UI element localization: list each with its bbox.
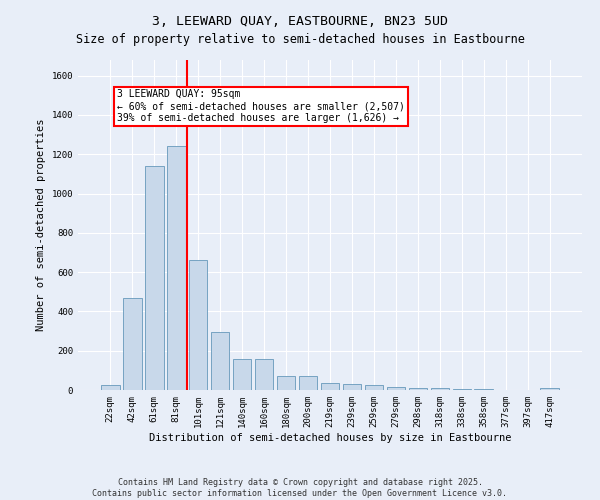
Y-axis label: Number of semi-detached properties: Number of semi-detached properties	[36, 118, 46, 331]
Text: 3 LEEWARD QUAY: 95sqm
← 60% of semi-detached houses are smaller (2,507)
39% of s: 3 LEEWARD QUAY: 95sqm ← 60% of semi-deta…	[117, 90, 405, 122]
Bar	[431, 388, 449, 390]
Text: Size of property relative to semi-detached houses in Eastbourne: Size of property relative to semi-detach…	[76, 32, 524, 46]
Bar	[452, 389, 471, 390]
Text: 3, LEEWARD QUAY, EASTBOURNE, BN23 5UD: 3, LEEWARD QUAY, EASTBOURNE, BN23 5UD	[152, 15, 448, 28]
Bar	[299, 376, 317, 390]
Bar	[541, 388, 559, 390]
Bar	[101, 385, 119, 390]
Text: Contains HM Land Registry data © Crown copyright and database right 2025.
Contai: Contains HM Land Registry data © Crown c…	[92, 478, 508, 498]
Bar	[320, 382, 340, 390]
Bar	[145, 166, 164, 390]
Bar	[255, 358, 274, 390]
Bar	[211, 332, 229, 390]
Bar	[386, 387, 405, 390]
Bar	[277, 376, 295, 390]
Bar	[189, 260, 208, 390]
Bar	[167, 146, 185, 390]
Bar	[123, 298, 142, 390]
Bar	[233, 358, 251, 390]
X-axis label: Distribution of semi-detached houses by size in Eastbourne: Distribution of semi-detached houses by …	[149, 432, 511, 442]
Bar	[365, 385, 383, 390]
Bar	[409, 388, 427, 390]
Bar	[343, 384, 361, 390]
